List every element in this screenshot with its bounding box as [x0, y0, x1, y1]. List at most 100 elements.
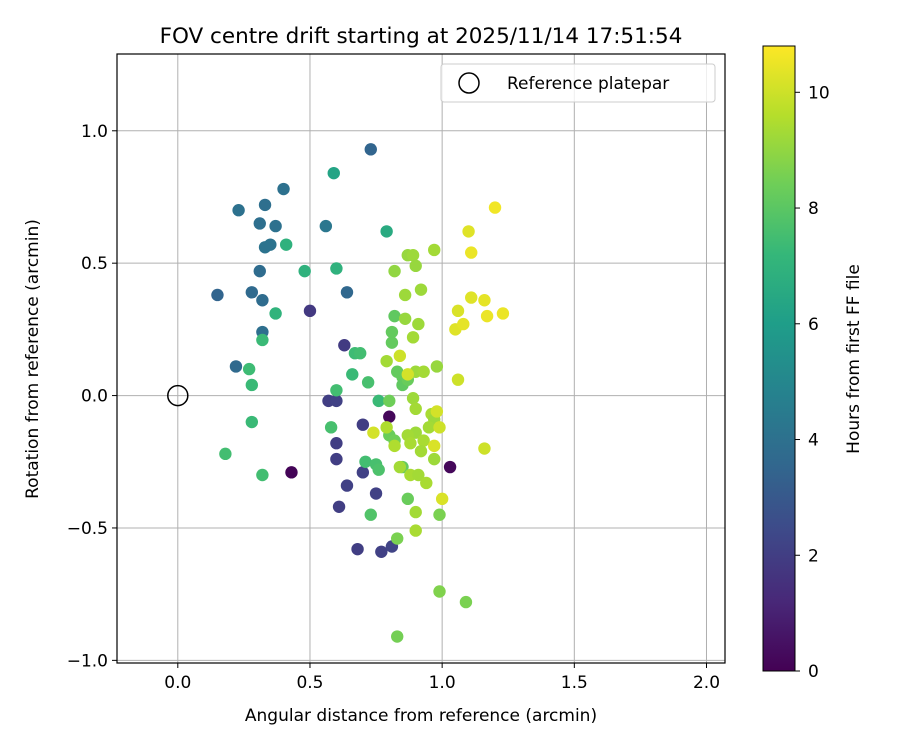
- data-point: [433, 585, 446, 598]
- data-point: [412, 317, 425, 331]
- data-point: [422, 421, 436, 434]
- data-point: [269, 307, 282, 320]
- colorbar-tick-label: 4: [808, 431, 819, 451]
- data-point: [388, 264, 401, 278]
- legend-box: [440, 63, 716, 103]
- data-point: [253, 264, 266, 278]
- data-point: [435, 492, 449, 506]
- data-point: [480, 309, 494, 323]
- data-point: [364, 143, 377, 156]
- legend: Reference platepar: [440, 63, 716, 103]
- colorbar-tick-label: 10: [808, 83, 830, 103]
- grid-lines: [117, 54, 725, 663]
- x-tick-label: 0.0: [164, 673, 191, 693]
- data-point: [361, 376, 375, 389]
- plot-frame: [116, 53, 726, 664]
- data-point: [380, 354, 393, 368]
- data-point: [443, 460, 457, 474]
- data-point: [417, 434, 430, 447]
- data-point: [496, 307, 510, 320]
- data-point: [367, 426, 380, 439]
- data-point: [391, 630, 404, 643]
- colorbar-tick-label: 0: [808, 662, 819, 682]
- data-point: [406, 392, 420, 405]
- data-point: [327, 166, 340, 180]
- data-point: [388, 439, 401, 453]
- data-point: [406, 331, 420, 344]
- data-point: [338, 339, 351, 352]
- data-point: [398, 312, 412, 325]
- data-point: [372, 394, 385, 408]
- data-point: [303, 304, 317, 318]
- data-point: [383, 394, 396, 408]
- y-axis-ticks: −1.0 −0.5 0.0 0.5 1.0: [67, 122, 117, 671]
- data-point: [465, 246, 478, 259]
- data-point: [232, 204, 245, 217]
- data-point: [409, 259, 422, 273]
- data-point: [256, 468, 269, 482]
- data-point: [459, 595, 473, 609]
- data-point: [351, 542, 364, 556]
- data-point: [256, 333, 269, 347]
- data-point: [324, 421, 338, 434]
- data-point: [465, 291, 478, 304]
- x-tick-label: 0.5: [296, 673, 323, 693]
- data-point: [211, 288, 224, 302]
- data-point: [404, 437, 417, 450]
- data-point: [451, 373, 465, 386]
- y-tick-label: −1.0: [67, 651, 108, 671]
- data-point: [409, 402, 422, 416]
- data-point: [319, 219, 333, 233]
- data-point: [388, 309, 401, 323]
- data-point: [242, 362, 256, 376]
- data-points: [167, 143, 510, 643]
- data-point: [245, 286, 259, 299]
- data-point: [406, 249, 420, 262]
- data-point: [401, 368, 414, 381]
- data-point: [372, 463, 385, 476]
- data-point: [391, 532, 404, 545]
- data-point: [433, 508, 446, 521]
- data-point: [393, 349, 407, 363]
- data-point: [253, 217, 266, 230]
- data-point: [269, 219, 282, 233]
- colorbar-tick-label: 8: [808, 199, 819, 219]
- data-point: [340, 286, 354, 299]
- data-point: [409, 524, 422, 537]
- data-point: [409, 505, 422, 519]
- colorbar-frame: [762, 45, 796, 672]
- data-point: [412, 468, 425, 482]
- chart-title: FOV centre drift starting at 2025/11/14 …: [160, 24, 683, 49]
- data-point: [383, 410, 396, 423]
- data-point: [428, 243, 441, 257]
- data-point: [478, 294, 491, 307]
- y-tick-label: 0.0: [81, 387, 108, 407]
- data-point: [229, 360, 243, 373]
- y-tick-label: 1.0: [81, 122, 108, 142]
- x-tick-label: 1.0: [429, 673, 456, 693]
- colorbar-ticks: 0 2 4 6 8 10: [795, 83, 830, 682]
- data-point: [428, 452, 441, 466]
- data-point: [420, 476, 433, 490]
- data-point: [430, 405, 444, 418]
- data-point: [298, 264, 311, 278]
- data-point: [451, 304, 465, 318]
- data-point: [380, 421, 393, 434]
- data-point: [430, 360, 444, 373]
- data-point: [264, 238, 277, 251]
- data-point: [457, 317, 470, 331]
- data-point: [356, 466, 370, 479]
- data-point: [285, 466, 298, 479]
- data-point: [385, 336, 399, 349]
- x-axis-label: Angular distance from reference (arcmin): [245, 706, 597, 726]
- x-tick-label: 2.0: [693, 673, 720, 693]
- data-point: [364, 508, 377, 521]
- data-point: [414, 444, 428, 458]
- data-point: [393, 460, 407, 474]
- data-point: [332, 500, 346, 513]
- data-point: [277, 182, 290, 196]
- data-point: [380, 225, 393, 238]
- data-point: [433, 421, 446, 434]
- colorbar-tick-label: 2: [808, 546, 819, 566]
- colorbar-label: Hours from first FF file: [844, 264, 864, 454]
